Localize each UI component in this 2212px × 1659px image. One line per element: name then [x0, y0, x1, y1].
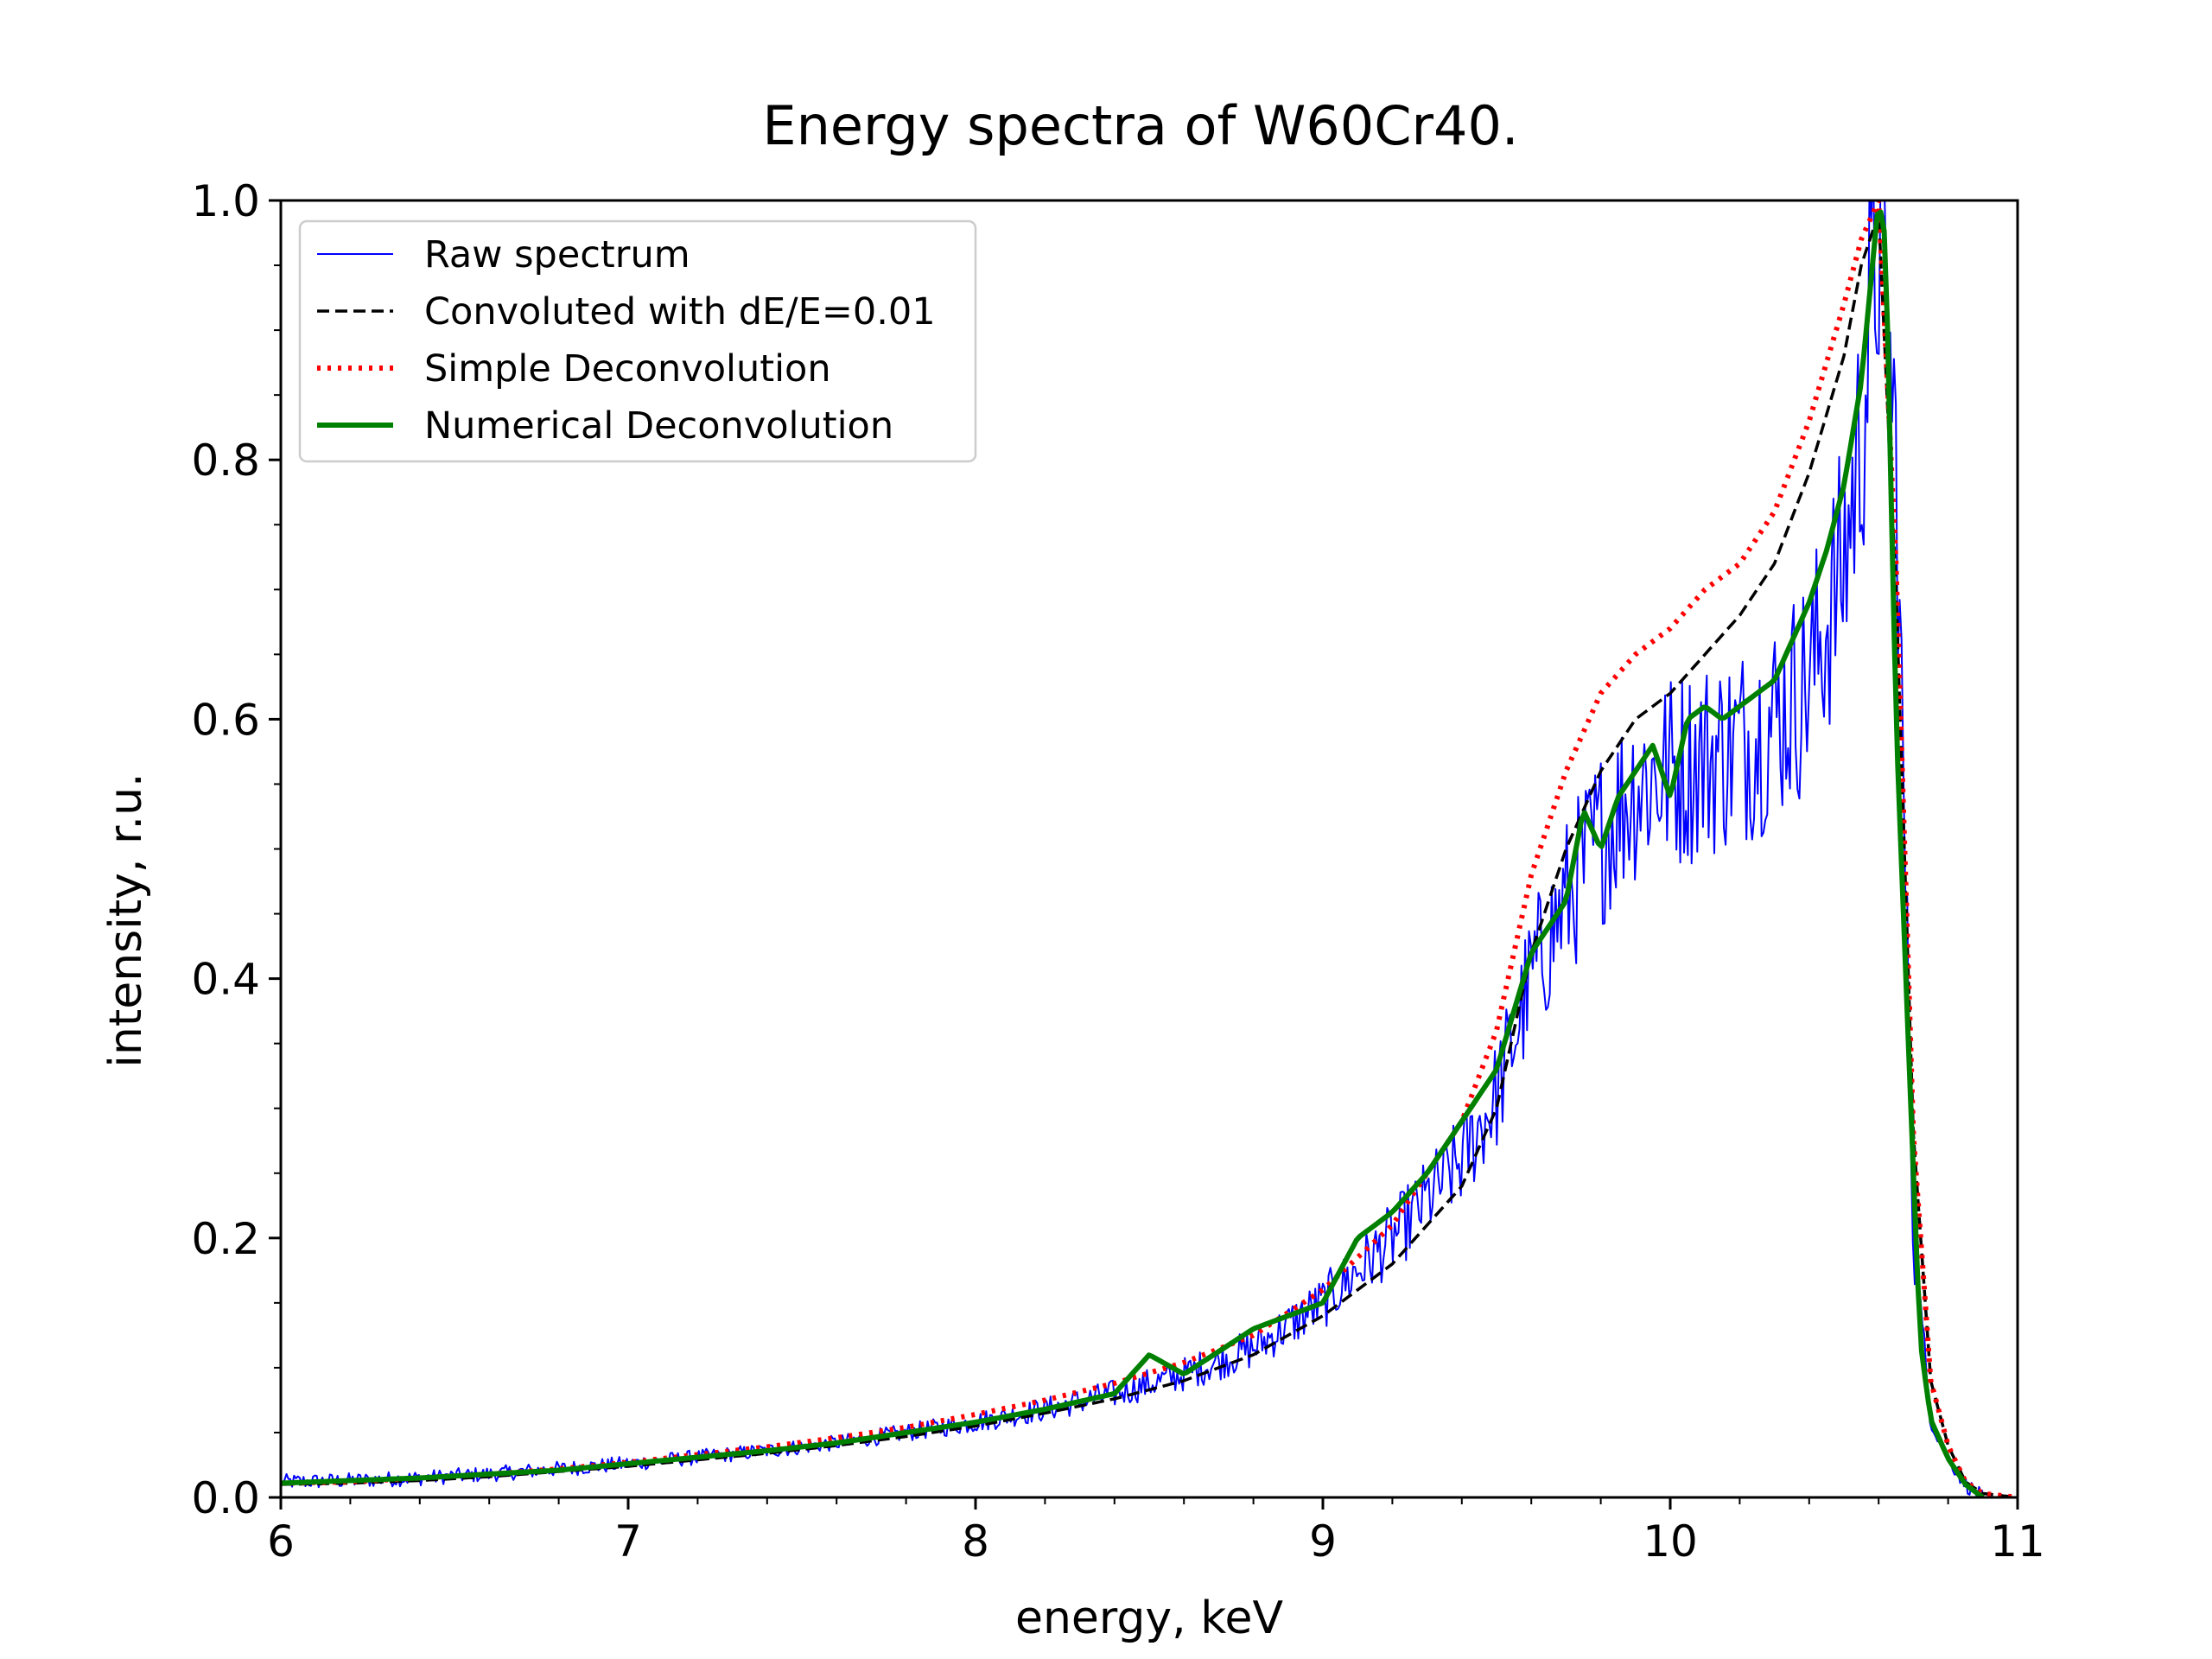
x-tick-label: 7 — [614, 1516, 642, 1567]
legend-label-2: Simple Deconvolution — [424, 347, 831, 391]
y-tick-label: 0.8 — [191, 435, 260, 486]
series-line-0 — [281, 200, 1984, 1497]
legend: Raw spectrum Convoluted with dE/E=0.01 Sim… — [298, 219, 977, 463]
y-tick-label: 0.2 — [191, 1214, 260, 1264]
x-tick-label: 9 — [1309, 1516, 1337, 1567]
y-tick-label: 0.6 — [191, 695, 260, 745]
series-line-2 — [281, 200, 2018, 1497]
legend-box — [298, 219, 977, 463]
series-line-1 — [281, 212, 2018, 1497]
chart-title: Energy spectra of W60Cr40. — [762, 94, 1518, 157]
legend-label-3: Numerical Deconvolution — [424, 404, 893, 448]
x-tick-label: 8 — [962, 1516, 989, 1567]
legend-label-0: Raw spectrum — [424, 233, 690, 276]
x-tick-label: 11 — [1990, 1516, 2045, 1567]
x-tick-label: 6 — [267, 1516, 295, 1567]
y-tick-label: 0.0 — [191, 1473, 260, 1523]
y-axis-label: intensity, r.u. — [100, 772, 152, 1067]
series-line-3 — [281, 209, 1985, 1497]
axes-layer: 6 7 8 9 10 11 0.0 0.2 0.4 0.6 0.8 1.0 — [191, 176, 2044, 1567]
y-tick-label: 0.4 — [191, 955, 260, 1005]
y-tick-label: 1.0 — [191, 176, 260, 226]
x-tick-label: 10 — [1643, 1516, 1698, 1567]
series-layer — [281, 200, 2018, 1497]
legend-label-1: Convoluted with dE/E=0.01 — [424, 290, 936, 334]
x-axis-label: energy, keV — [1015, 1592, 1283, 1644]
